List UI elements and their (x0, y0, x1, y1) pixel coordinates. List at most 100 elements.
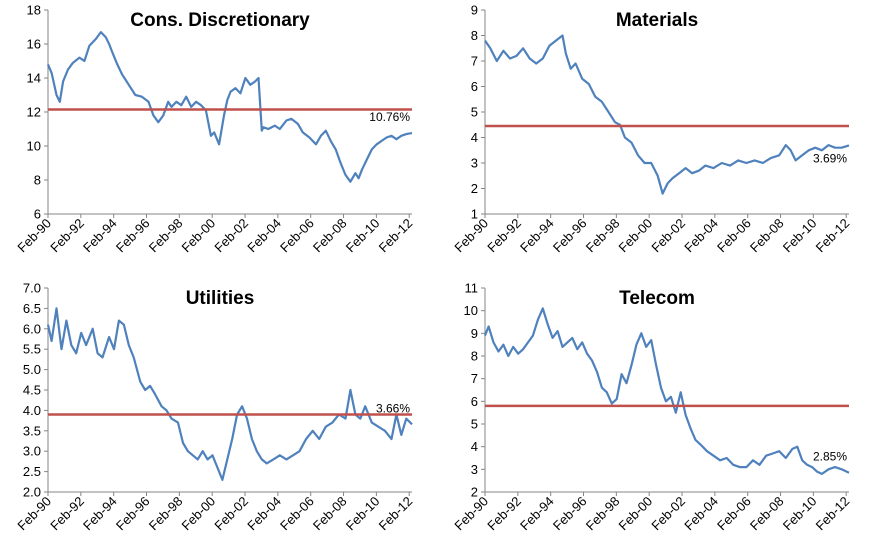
x-tick-label: Feb-92 (484, 494, 524, 534)
y-tick-label: 10 (464, 303, 478, 318)
y-tick-label: 5.0 (23, 362, 41, 377)
x-tick-label: Feb-00 (179, 216, 219, 256)
x-tick-label: Feb-00 (616, 216, 656, 256)
x-tick-label: Feb-94 (517, 494, 557, 534)
chart-svg-2: 123456789Feb-90Feb-92Feb-94Feb-96Feb-98F… (451, 3, 853, 256)
x-tick-label: Feb-94 (80, 494, 120, 534)
x-tick-label: Feb-08 (747, 216, 787, 256)
x-tick-label: Feb-06 (714, 216, 754, 256)
y-tick-label: 5 (471, 417, 478, 432)
x-tick-label: Feb-96 (113, 494, 153, 534)
series-line (46, 307, 413, 481)
y-tick-label: 10 (27, 139, 41, 154)
x-tick-label: Feb-04 (681, 494, 721, 534)
chart-svg-4: 234567891011Feb-90Feb-92Feb-94Feb-96Feb-… (451, 281, 853, 534)
chart-svg-1: 681012141618Feb-90Feb-92Feb-94Feb-96Feb-… (14, 3, 416, 256)
last-value-label: 3.66% (376, 401, 410, 415)
x-tick-label: Feb-98 (583, 216, 623, 256)
y-tick-label: 5 (471, 105, 478, 120)
x-tick-label: Feb-92 (47, 216, 87, 256)
series-line (484, 34, 850, 195)
x-tick-label: Feb-98 (583, 494, 623, 534)
x-tick-label: Feb-12 (376, 216, 416, 256)
chart-svg-3: 2.02.53.03.54.04.55.05.56.06.57.0Feb-90F… (14, 281, 416, 534)
y-tick-label: 4 (471, 439, 478, 454)
chart-title: Telecom (619, 288, 695, 309)
y-tick-label: 2.5 (23, 464, 41, 479)
y-tick-label: 5.5 (23, 342, 41, 357)
x-tick-label: Feb-96 (550, 216, 590, 256)
x-tick-label: Feb-00 (179, 494, 219, 534)
chart-title: Materials (616, 10, 698, 31)
chart-panel-2: 1 2 3 4 5 6 7 8 9 Feb-90 Feb-92 Feb-94 Feb-96 Feb-98 F… (437, 0, 874, 278)
y-tick-label: 1 (471, 207, 478, 222)
chart-panel-1: 6 8 10 12 14 16 18 Feb-90 Feb-92 Feb-94 Feb-96 Feb-… (0, 0, 437, 278)
x-tick-label: Feb-06 (714, 494, 754, 534)
y-tick-label: 2 (471, 181, 478, 196)
chart-title: Cons. Discretionary (130, 10, 310, 31)
x-tick-label: Feb-94 (80, 216, 120, 256)
y-tick-label: 6 (471, 79, 478, 94)
x-tick-label: Feb-02 (648, 494, 688, 534)
x-tick-label: Feb-00 (616, 494, 656, 534)
y-tick-label: 7.0 (23, 281, 41, 296)
x-tick-label: Feb-94 (517, 216, 557, 256)
series-line (46, 30, 413, 183)
y-tick-label: 6.5 (23, 301, 41, 316)
y-tick-label: 8 (34, 173, 41, 188)
x-tick-label: Feb-02 (211, 216, 251, 256)
x-tick-label: Feb-92 (47, 494, 87, 534)
y-tick-label: 12 (27, 105, 41, 120)
x-tick-label: Feb-02 (211, 494, 251, 534)
chart-panel-4: 2 3 4 5 6 7 8 9 10 11 Feb-90 Feb-92 Feb-94 Feb-96 Feb-… (437, 278, 874, 556)
y-tick-label: 9 (471, 326, 478, 341)
x-tick-label: Feb-96 (113, 216, 153, 256)
x-tick-label: Feb-10 (780, 494, 820, 534)
y-tick-label: 8 (471, 28, 478, 43)
chart-panel-3: 2.0 2.5 3.0 3.5 4.0 4.5 5.0 5.5 6.0 6.5 7.0 Feb-90 F… (0, 278, 437, 556)
y-tick-label: 6.0 (23, 321, 41, 336)
y-tick-label: 6 (34, 207, 41, 222)
last-value-label: 2.85% (813, 450, 847, 464)
chart-title: Utilities (186, 288, 255, 309)
y-tick-label: 18 (27, 3, 41, 18)
x-tick-label: Feb-96 (550, 494, 590, 534)
x-tick-label: Feb-02 (648, 216, 688, 256)
y-tick-label: 7 (471, 54, 478, 69)
x-tick-label: Feb-92 (484, 216, 524, 256)
y-tick-label: 3.5 (23, 423, 41, 438)
y-tick-label: 14 (27, 71, 41, 86)
y-tick-label: 2 (471, 485, 478, 500)
x-tick-label: Feb-04 (681, 216, 721, 256)
y-tick-label: 3.0 (23, 444, 41, 459)
last-value-label: 3.69% (813, 151, 847, 165)
x-tick-label: Feb-04 (244, 216, 284, 256)
last-value-label: 10.76% (369, 110, 410, 124)
x-tick-label: Feb-12 (813, 216, 853, 256)
x-tick-label: Feb-12 (376, 494, 416, 534)
y-tick-label: 9 (471, 3, 478, 18)
y-tick-label: 8 (471, 349, 478, 364)
x-tick-label: Feb-10 (343, 494, 383, 534)
x-tick-label: Feb-10 (780, 216, 820, 256)
y-tick-label: 6 (471, 394, 478, 409)
x-tick-label: Feb-08 (747, 494, 787, 534)
series-line (483, 307, 850, 475)
x-tick-label: Feb-98 (146, 494, 186, 534)
x-tick-label: Feb-10 (343, 216, 383, 256)
x-tick-label: Feb-08 (310, 216, 350, 256)
y-tick-label: 4.5 (23, 383, 41, 398)
y-tick-label: 16 (27, 37, 41, 52)
y-tick-label: 4 (471, 130, 478, 145)
y-tick-label: 7 (471, 371, 478, 386)
x-tick-label: Feb-06 (277, 494, 317, 534)
x-tick-label: Feb-08 (310, 494, 350, 534)
x-tick-label: Feb-06 (277, 216, 317, 256)
x-tick-label: Feb-98 (146, 216, 186, 256)
y-tick-label: 2.0 (23, 485, 41, 500)
y-tick-label: 11 (465, 281, 479, 296)
x-tick-label: Feb-12 (813, 494, 853, 534)
y-tick-label: 3 (471, 462, 478, 477)
y-tick-label: 4.0 (23, 403, 41, 418)
